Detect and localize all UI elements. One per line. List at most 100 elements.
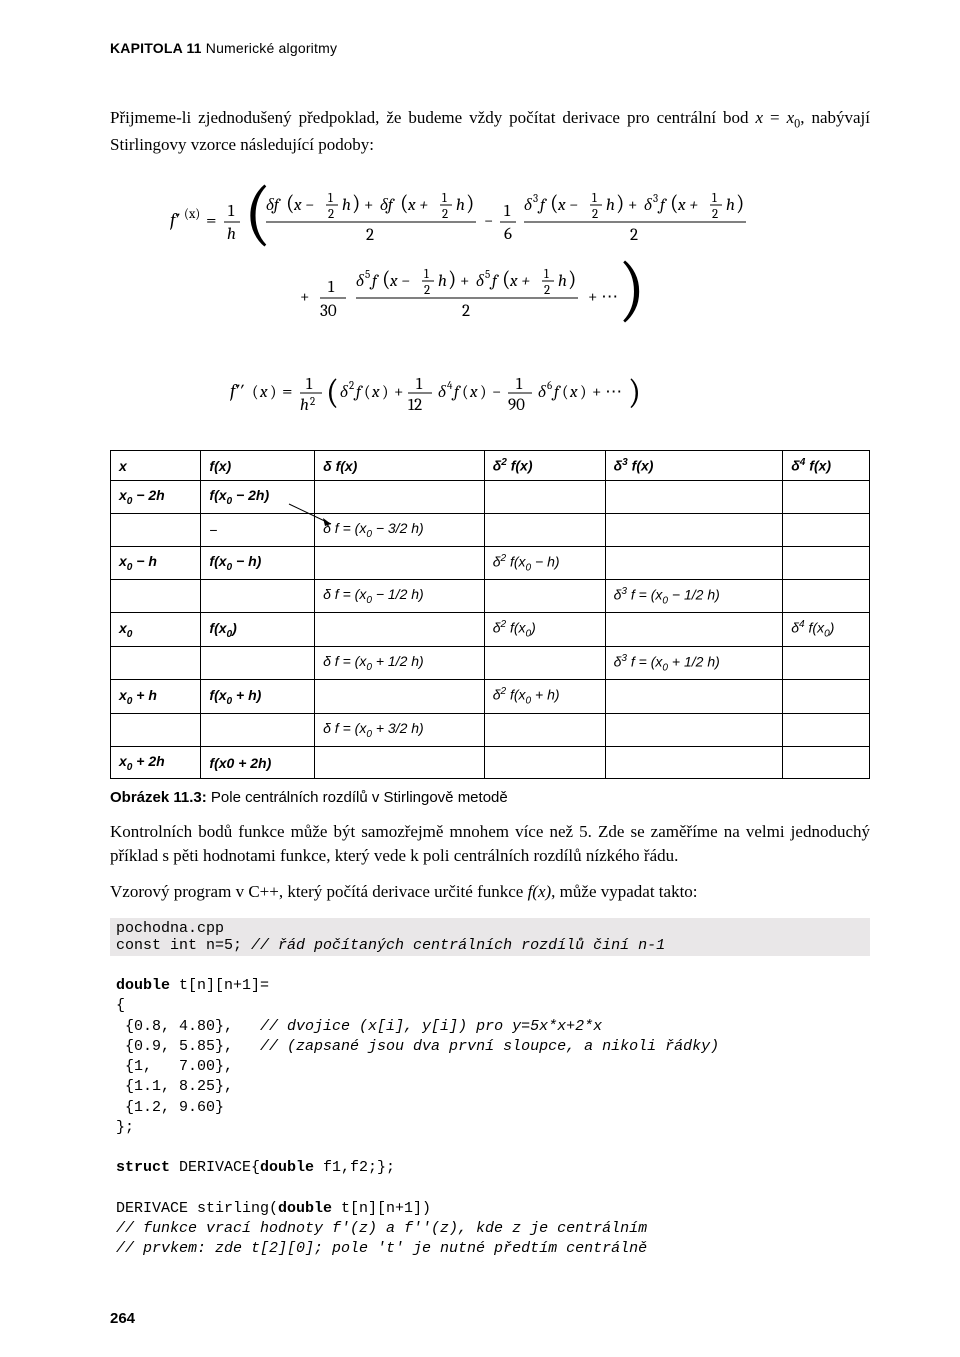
svg-text:h: h xyxy=(558,272,567,291)
svg-text:δf: δf xyxy=(266,196,281,215)
table-row: δ f = (x0 + 1/2 h) δ3 f = (x0 + 1/2 h) xyxy=(111,646,870,679)
svg-text:f: f xyxy=(369,272,379,291)
chapter-title: Numerické algoritmy xyxy=(202,40,337,56)
svg-text:1: 1 xyxy=(516,375,523,394)
svg-text:f′: f′ xyxy=(170,209,180,231)
caption-text: Pole centrálních rozdílů v Stirlingově m… xyxy=(207,789,508,806)
svg-text:−: − xyxy=(492,383,501,402)
svg-text:5: 5 xyxy=(485,268,490,281)
svg-text:): ) xyxy=(352,190,360,216)
paragraph-3: Vzorový program v C++, který počítá deri… xyxy=(110,880,870,904)
table-row: δ f = (x0 − 1/2 h) δ3 f = (x0 − 1/2 h) xyxy=(111,580,870,613)
svg-text:+ ⋯: + ⋯ xyxy=(588,288,618,307)
code-filename: pochodna.cpp xyxy=(116,920,224,937)
svg-text:+: + xyxy=(628,196,637,215)
central-difference-table: x f(x) δ f(x) δ2 f(x) δ3 f(x) δ4 f(x) x0… xyxy=(110,450,870,779)
svg-text:): ) xyxy=(270,383,277,402)
svg-text:δ: δ xyxy=(524,196,533,215)
svg-text:): ) xyxy=(448,266,456,292)
svg-text:δf: δf xyxy=(380,196,395,215)
svg-text:x +: x + xyxy=(509,272,530,291)
svg-text:+: + xyxy=(300,288,309,307)
svg-text:1: 1 xyxy=(712,191,717,206)
code-body: double t[n][n+1]= { {0.8, 4.80}, // dvoj… xyxy=(110,956,870,1260)
svg-text:x: x xyxy=(259,383,268,402)
col-x: x xyxy=(111,451,201,481)
svg-text:30: 30 xyxy=(320,302,337,321)
svg-text:2: 2 xyxy=(462,302,470,321)
svg-text:f: f xyxy=(353,383,363,402)
svg-text:(: ( xyxy=(462,383,469,402)
svg-text:): ) xyxy=(382,383,389,402)
svg-text:4: 4 xyxy=(447,379,453,392)
formula-fprime: f′ (x) = 1 h ( δf ( x − 1 2 h ) + δf ( x… xyxy=(110,174,870,349)
formula-fprimeprime: f′′ ( x ) = 1 h 2 ( δ 2 f ( x ) + 1 12 δ… xyxy=(110,367,870,422)
col-d2: δ2 f(x) xyxy=(484,451,605,481)
col-d4: δ4 f(x) xyxy=(783,451,870,481)
svg-text:): ) xyxy=(466,190,474,216)
svg-text:f: f xyxy=(551,383,561,402)
svg-text:f: f xyxy=(489,272,499,291)
svg-text:2: 2 xyxy=(366,226,374,245)
table-row: x0 + h f(x0 + h) δ2 f(x0 + h) xyxy=(111,680,870,713)
svg-text:): ) xyxy=(580,383,587,402)
svg-text:1: 1 xyxy=(328,278,335,297)
svg-text:1: 1 xyxy=(416,375,423,394)
svg-text:6: 6 xyxy=(504,225,512,244)
svg-text:1: 1 xyxy=(442,191,447,206)
svg-text:(x): (x) xyxy=(184,207,200,222)
svg-text:6: 6 xyxy=(547,379,552,392)
svg-text:h: h xyxy=(300,396,309,415)
svg-text:h: h xyxy=(606,196,615,215)
table-row: δ f = (x0 + 3/2 h) xyxy=(111,713,870,746)
table-row: − δ f = (x0 − 3/2 h) xyxy=(111,513,870,546)
svg-text:f′′: f′′ xyxy=(230,380,245,402)
svg-text:2: 2 xyxy=(349,379,354,392)
svg-text:(: ( xyxy=(562,383,569,402)
svg-text:h: h xyxy=(438,272,447,291)
svg-text:h: h xyxy=(342,196,351,215)
svg-text:3: 3 xyxy=(653,192,658,205)
svg-text:h: h xyxy=(456,196,465,215)
svg-text:): ) xyxy=(736,190,744,216)
svg-text:=: = xyxy=(282,380,293,402)
svg-text:90: 90 xyxy=(508,396,525,415)
col-d1: δ f(x) xyxy=(315,451,485,481)
svg-text:x −: x − xyxy=(389,272,410,291)
col-fx: f(x) xyxy=(201,451,315,481)
svg-text:2: 2 xyxy=(630,226,638,245)
paragraph-2: Kontrolních bodů funkce může být samozře… xyxy=(110,820,870,868)
svg-text:x −: x − xyxy=(557,196,578,215)
svg-text:): ) xyxy=(616,190,624,216)
caption-label: Obrázek 11.3: xyxy=(110,789,207,806)
col-d3: δ3 f(x) xyxy=(605,451,783,481)
svg-text:2: 2 xyxy=(442,207,448,222)
svg-text:x +: x + xyxy=(407,196,428,215)
svg-text:1: 1 xyxy=(228,202,235,221)
svg-text:): ) xyxy=(568,266,576,292)
svg-text:): ) xyxy=(618,247,646,330)
figure-caption: Obrázek 11.3: Pole centrálních rozdílů v… xyxy=(110,789,870,806)
svg-text:): ) xyxy=(480,383,487,402)
svg-text:f: f xyxy=(657,196,667,215)
svg-text:h: h xyxy=(227,225,236,244)
svg-text:x: x xyxy=(469,383,478,402)
svg-text:δ: δ xyxy=(438,383,447,402)
chapter-header: KAPITOLA 11 Numerické algoritmy xyxy=(110,40,870,56)
svg-text:−: − xyxy=(484,212,493,231)
svg-text:x: x xyxy=(569,383,578,402)
svg-text:(: ( xyxy=(252,383,259,402)
svg-text:5: 5 xyxy=(365,268,370,281)
intro-paragraph: Přijmeme-li zjednodušený předpoklad, že … xyxy=(110,106,870,156)
svg-text:2: 2 xyxy=(592,207,598,222)
svg-text:2: 2 xyxy=(424,283,430,298)
chapter-label: KAPITOLA 11 xyxy=(110,40,202,56)
page-number: 264 xyxy=(110,1310,870,1327)
svg-text:2: 2 xyxy=(310,395,315,408)
svg-text:δ: δ xyxy=(340,383,349,402)
svg-text:δ: δ xyxy=(538,383,547,402)
table-row: x0 − 2h f(x0 − 2h) xyxy=(111,480,870,513)
code-block: pochodna.cpp const int n=5; // řád počít… xyxy=(110,918,870,956)
svg-text:δ: δ xyxy=(356,272,365,291)
svg-text:(: ( xyxy=(326,372,339,412)
